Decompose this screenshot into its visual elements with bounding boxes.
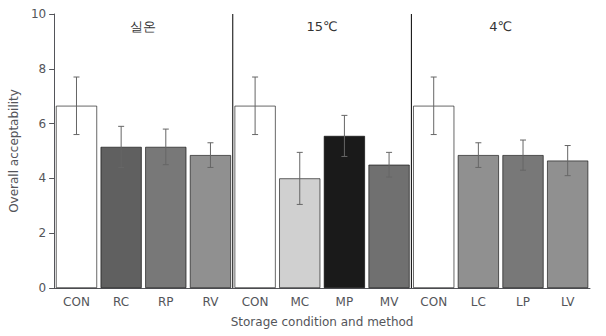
- svg-text:MP: MP: [336, 295, 354, 309]
- svg-text:0: 0: [39, 281, 47, 295]
- svg-text:LC: LC: [471, 295, 486, 309]
- svg-text:6: 6: [39, 117, 47, 131]
- svg-text:Storage condition and method: Storage condition and method: [231, 315, 414, 329]
- svg-text:4℃: 4℃: [489, 19, 512, 34]
- svg-text:RC: RC: [113, 295, 129, 309]
- svg-text:MV: MV: [380, 295, 399, 309]
- svg-text:2: 2: [39, 226, 47, 240]
- svg-text:LP: LP: [516, 295, 530, 309]
- svg-text:LV: LV: [561, 295, 575, 309]
- svg-text:RP: RP: [158, 295, 174, 309]
- svg-text:RV: RV: [203, 295, 220, 309]
- svg-text:실온: 실온: [130, 19, 156, 34]
- svg-text:8: 8: [39, 62, 47, 76]
- svg-text:CON: CON: [420, 295, 447, 309]
- svg-text:10: 10: [31, 7, 46, 21]
- svg-text:4: 4: [39, 171, 47, 185]
- svg-text:MC: MC: [290, 295, 309, 309]
- svg-text:CON: CON: [63, 295, 90, 309]
- svg-text:CON: CON: [242, 295, 269, 309]
- svg-text:15℃: 15℃: [307, 19, 338, 34]
- svg-text:Overall acceptability: Overall acceptability: [7, 89, 21, 213]
